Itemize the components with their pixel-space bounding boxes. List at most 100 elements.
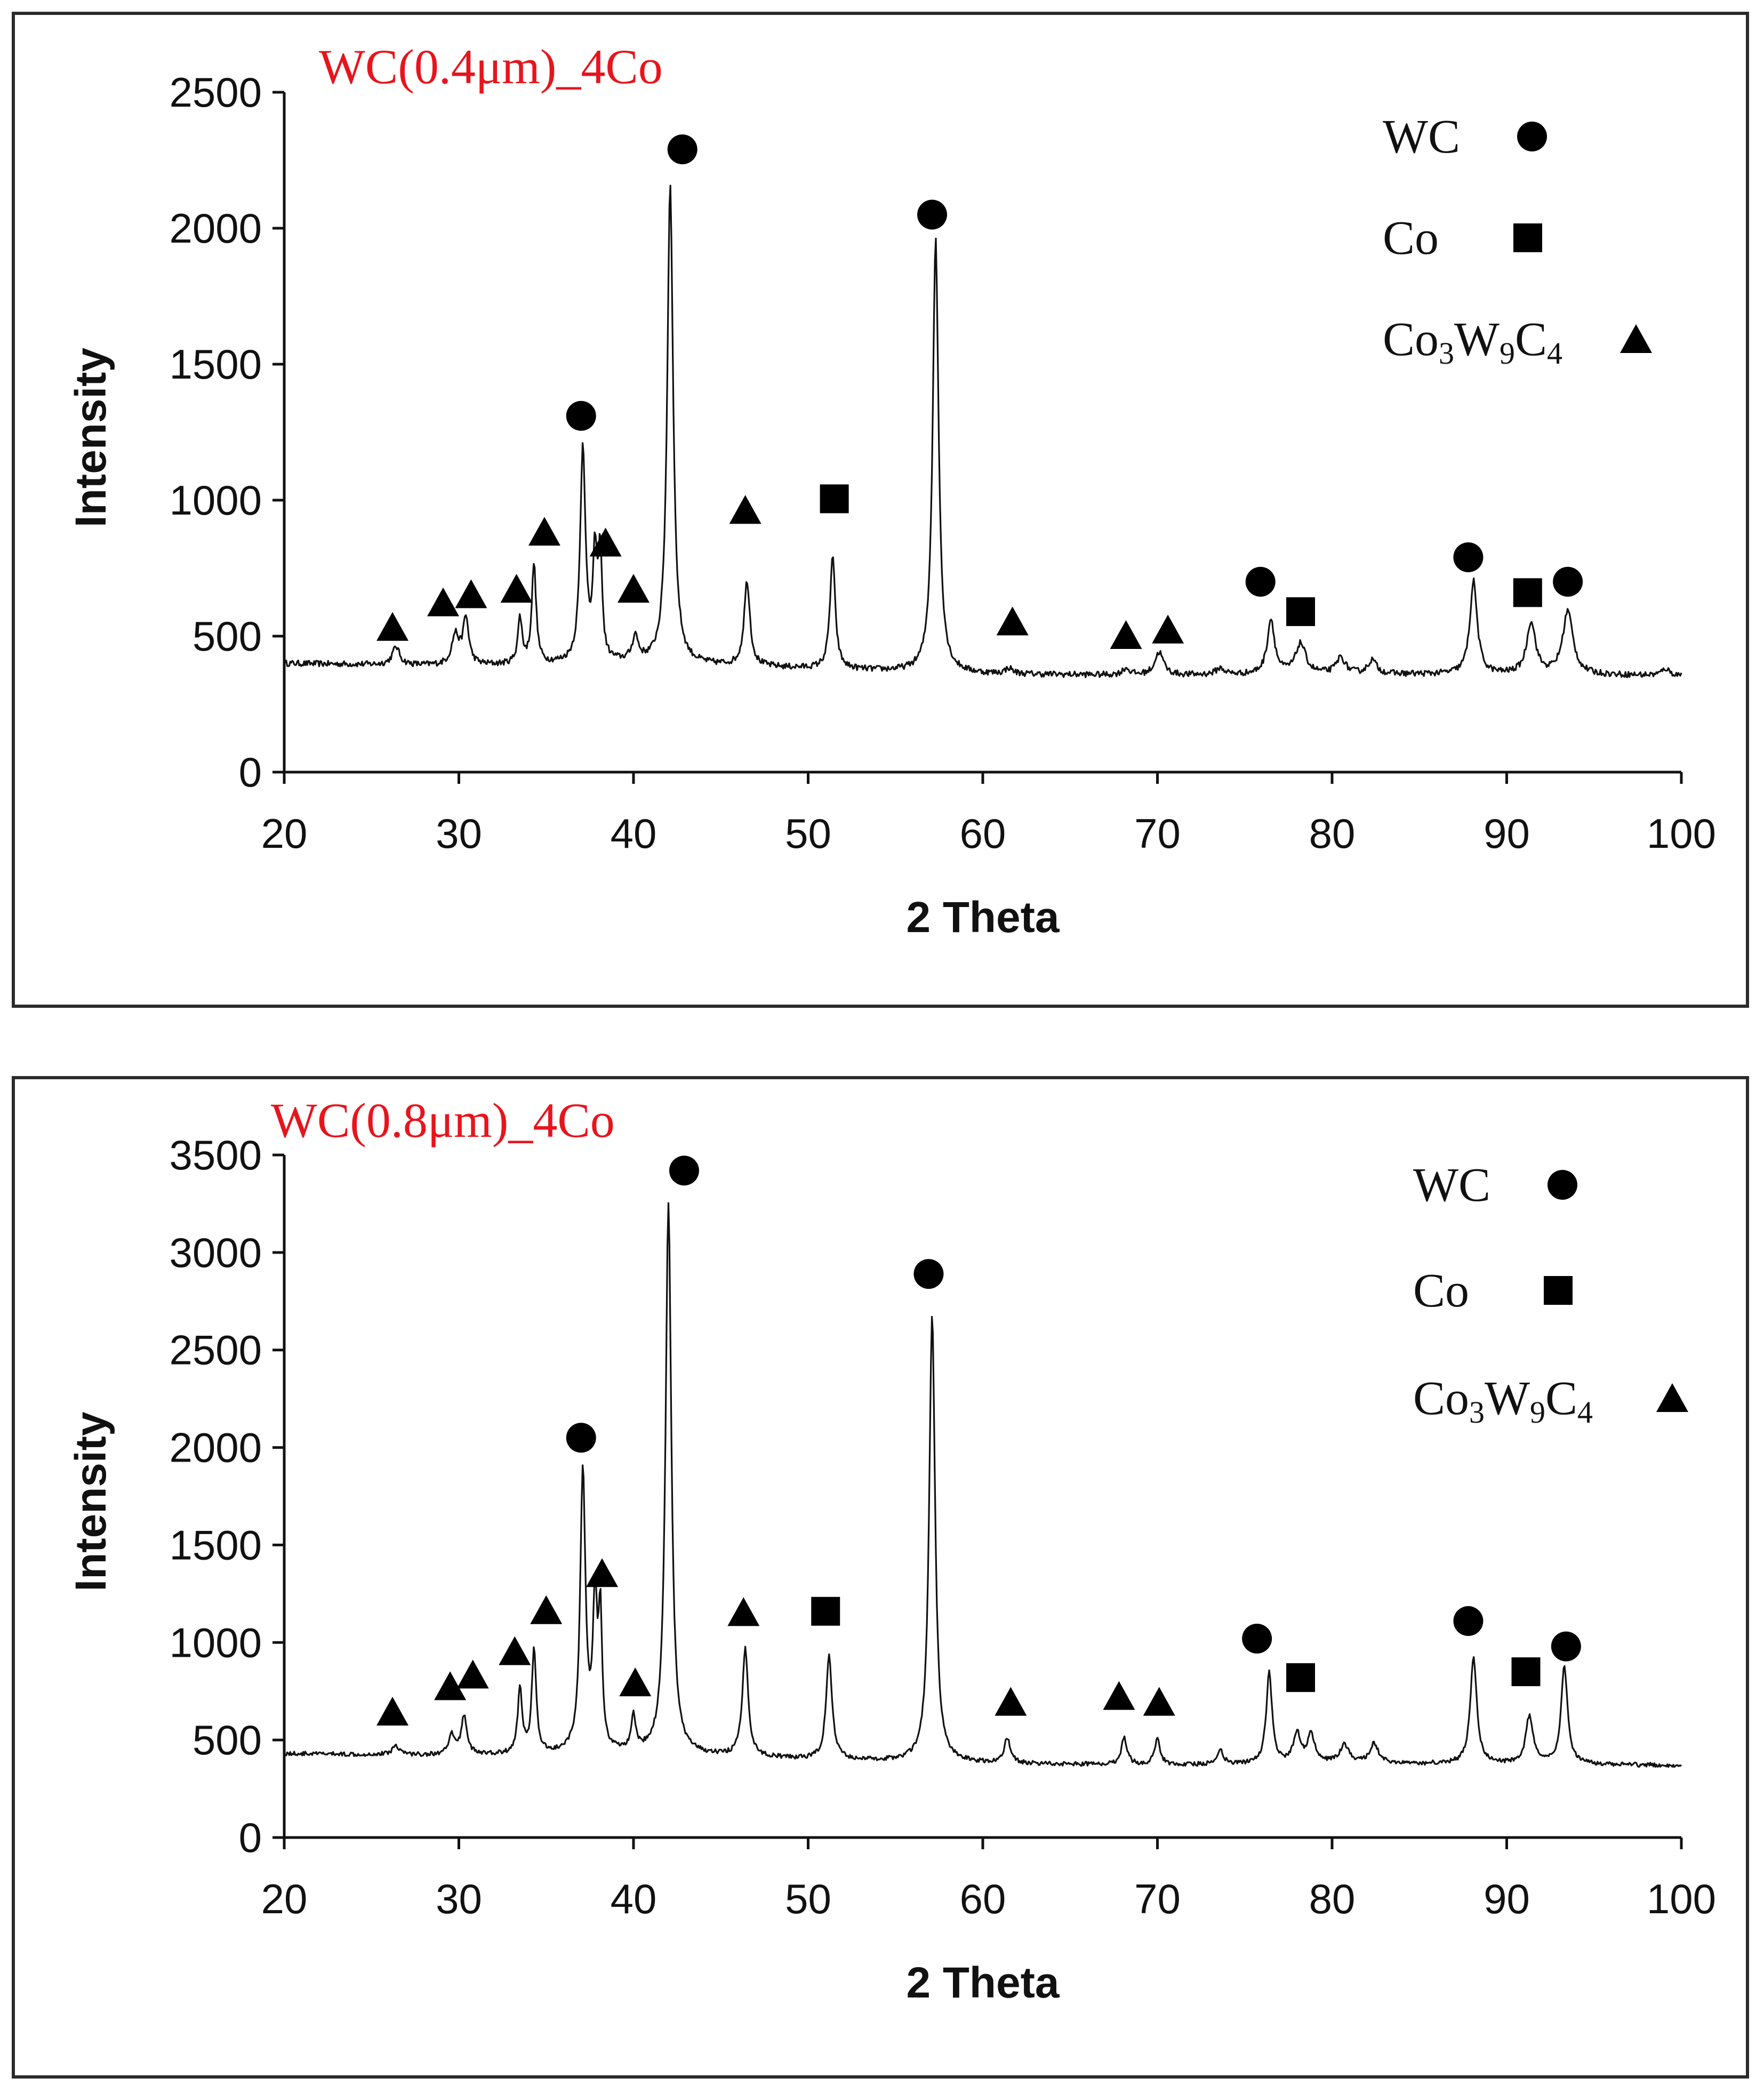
- y-tick-label: 500: [193, 1716, 262, 1763]
- co3w9c4-peak-marker: [499, 1636, 531, 1665]
- y-tick-label: 1500: [169, 1521, 262, 1568]
- x-tick-label: 20: [261, 1875, 308, 1922]
- x-axis-title: 2 Theta: [906, 893, 1060, 942]
- legend-co-icon: [1544, 1276, 1573, 1305]
- co-peak-marker: [1286, 597, 1316, 627]
- wc-peak-marker: [667, 134, 697, 165]
- x-tick-label: 50: [785, 810, 831, 857]
- x-tick-label: 60: [960, 810, 1006, 857]
- co3w9c4-peak-marker: [1110, 620, 1142, 649]
- wc-peak-marker: [1245, 567, 1276, 597]
- legend-element-symbol: C: [1545, 1372, 1577, 1425]
- co3w9c4-peak-marker: [376, 612, 409, 641]
- y-tick-label: 2000: [169, 205, 262, 252]
- x-tick-label: 20: [261, 810, 308, 857]
- co3w9c4-peak-marker: [589, 527, 622, 557]
- y-tick-label: 2500: [169, 69, 262, 116]
- legend-element-symbol: W: [1485, 1372, 1530, 1425]
- xrd-trace: [283, 1202, 1682, 1768]
- x-tick-label: 100: [1647, 1875, 1716, 1922]
- x-tick-label: 50: [785, 1875, 831, 1922]
- co3w9c4-peak-marker: [530, 1595, 563, 1624]
- co3w9c4-peak-marker: [586, 1558, 619, 1587]
- co3w9c4-peak-marker: [456, 1659, 489, 1689]
- co-peak-marker: [820, 484, 849, 514]
- x-tick-label: 80: [1309, 810, 1356, 857]
- legend-subscript: 3: [1439, 336, 1454, 371]
- x-tick-label: 40: [611, 1875, 657, 1922]
- legend-label-co: Co: [1413, 1264, 1469, 1317]
- x-tick-label: 70: [1134, 810, 1181, 857]
- sample-title: WC(0.4μm)_4Co: [319, 39, 663, 94]
- wc-peak-marker: [1453, 1606, 1484, 1636]
- x-axis-title: 2 Theta: [906, 1959, 1060, 2007]
- y-tick-label: 1500: [169, 341, 262, 388]
- wc-peak-marker: [1551, 1631, 1581, 1662]
- legend-co3w9c4-icon: [1620, 324, 1652, 353]
- legend-label-co3w9c4: Co3W9C4: [1383, 313, 1562, 371]
- legend-wc-icon: [1547, 1170, 1577, 1200]
- sample-title: WC(0.8μm)_4Co: [271, 1093, 615, 1148]
- x-tick-label: 90: [1484, 810, 1530, 857]
- y-tick-label: 3000: [169, 1229, 262, 1276]
- legend-subscript: 9: [1500, 336, 1515, 371]
- y-tick-label: 0: [239, 749, 262, 796]
- legend-subscript: 4: [1547, 336, 1562, 371]
- x-tick-label: 100: [1647, 810, 1716, 857]
- legend-label-wc: WC: [1383, 110, 1460, 163]
- co3w9c4-peak-marker: [500, 574, 533, 603]
- y-tick-label: 3500: [169, 1132, 262, 1178]
- wc-peak-marker: [566, 400, 596, 431]
- legend-wc-icon: [1517, 122, 1547, 151]
- y-tick-label: 1000: [169, 477, 262, 524]
- co3w9c4-peak-marker: [618, 574, 650, 603]
- legend-co3w9c4-icon: [1656, 1383, 1688, 1412]
- co3w9c4-peak-marker: [455, 579, 487, 608]
- xrd-chart-0p8um: 0 500 1000 1500 2000 2500 3000 3500 20 30 40 50 60 70…: [67, 1093, 1716, 2007]
- legend-label-wc: WC: [1413, 1159, 1490, 1212]
- legend-subscript: 3: [1469, 1395, 1485, 1430]
- wc-peak-marker: [1242, 1623, 1272, 1654]
- co-peak-marker: [1511, 1657, 1541, 1687]
- legend-element-symbol: Co: [1383, 313, 1439, 366]
- y-axis-title: Intensity: [67, 1411, 115, 1592]
- legend-subscript: 4: [1577, 1395, 1593, 1430]
- x-tick-label: 40: [611, 810, 657, 857]
- y-tick-label: 500: [193, 613, 262, 660]
- legend-subscript: 9: [1530, 1395, 1545, 1430]
- xrd-trace: [283, 184, 1682, 678]
- co3w9c4-peak-marker: [996, 606, 1029, 636]
- x-tick-label: 70: [1134, 1875, 1181, 1922]
- wc-peak-marker: [917, 199, 948, 230]
- x-tick-label: 30: [436, 810, 482, 857]
- y-tick-label: 2500: [169, 1327, 262, 1374]
- legend-element-symbol: C: [1515, 313, 1547, 366]
- co3w9c4-peak-marker: [995, 1687, 1027, 1716]
- co3w9c4-peak-marker: [427, 587, 460, 616]
- co3w9c4-peak-marker: [727, 1597, 760, 1626]
- y-axis-title: Intensity: [67, 348, 115, 528]
- x-tick-label: 80: [1309, 1875, 1356, 1922]
- co3w9c4-peak-marker: [729, 495, 761, 524]
- legend-label-co3w9c4: Co3W9C4: [1413, 1372, 1593, 1430]
- co3w9c4-peak-marker: [1143, 1687, 1175, 1716]
- y-tick-label: 1000: [169, 1619, 262, 1666]
- legend-co-icon: [1513, 223, 1542, 252]
- y-tick-label: 0: [239, 1814, 262, 1861]
- co-peak-marker: [811, 1596, 840, 1626]
- wc-peak-marker: [1453, 542, 1484, 573]
- xrd-panel-0p4um: 0 500 1000 1500 2000 2500 20 30 40 50 60 70 80 90 100 2…: [12, 12, 1749, 1008]
- co-peak-marker: [1513, 578, 1542, 607]
- xrd-panel-0p8um: 0 500 1000 1500 2000 2500 3000 3500 20 30 40 50 60 70…: [12, 1076, 1749, 2079]
- legend-label-co: Co: [1383, 212, 1439, 264]
- legend-element-symbol: W: [1454, 313, 1500, 366]
- y-tick-label: 2000: [169, 1424, 262, 1471]
- x-tick-label: 30: [436, 1875, 482, 1922]
- wc-peak-marker: [1553, 567, 1583, 597]
- wc-peak-marker: [566, 1423, 596, 1453]
- co-peak-marker: [1286, 1663, 1316, 1692]
- wc-peak-marker: [669, 1156, 699, 1186]
- xrd-chart-0p4um: 0 500 1000 1500 2000 2500 20 30 40 50 60 70 80 90 100 2…: [67, 39, 1716, 942]
- co3w9c4-peak-marker: [434, 1671, 467, 1700]
- x-tick-label: 90: [1484, 1875, 1530, 1922]
